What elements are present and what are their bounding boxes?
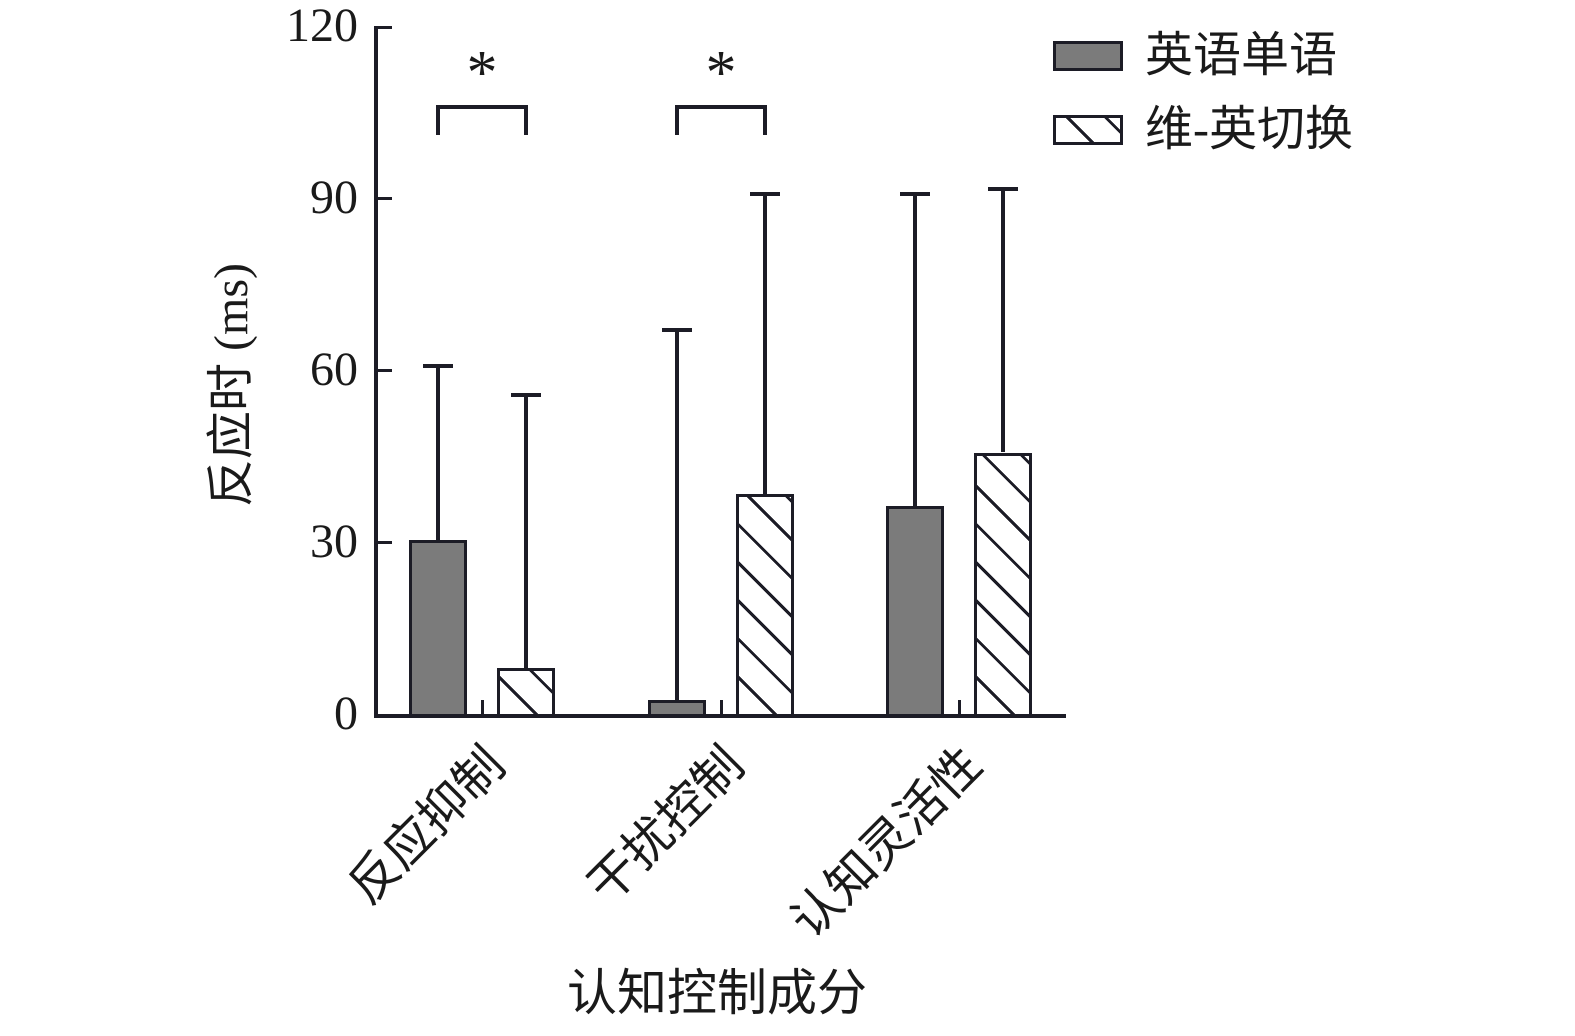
error-cap (511, 393, 541, 397)
bar-英语单语-认知灵活性 (886, 506, 944, 718)
x-tick-mark (481, 700, 484, 714)
y-tick-mark (378, 26, 392, 29)
legend: 英语单语 维-英切换 (1053, 30, 1353, 178)
significance-bracket (675, 105, 767, 135)
x-axis-title: 认知控制成分 (567, 965, 867, 1021)
y-axis-line (374, 26, 378, 718)
y-tick-label: 90 (310, 171, 358, 224)
legend-label-uyghur-english-switch: 维-英切换 (1145, 103, 1353, 156)
error-cap (423, 364, 453, 368)
error-whisker (436, 364, 440, 540)
y-tick-mark (378, 369, 392, 372)
y-tick-mark (378, 197, 392, 200)
error-whisker (675, 328, 679, 700)
bar-英语单语-反应抑制 (409, 540, 467, 718)
x-axis-line (374, 714, 1066, 718)
legend-item-english-monolingual: 英语单语 (1053, 30, 1353, 82)
bar-维-英切换-反应抑制 (497, 668, 555, 718)
x-tick-label-干扰控制: 干扰控制 (576, 736, 755, 915)
bar-维-英切换-干扰控制 (736, 494, 794, 718)
y-tick-label: 30 (310, 515, 358, 568)
error-cap (988, 187, 1018, 191)
y-axis-title: 反应时 (ms) (205, 263, 258, 507)
error-whisker (763, 192, 767, 494)
solid-gray-swatch-icon (1053, 41, 1123, 71)
y-tick-label: 120 (286, 0, 358, 52)
error-whisker (1001, 187, 1005, 452)
y-tick-label: 60 (310, 343, 358, 396)
error-cap (900, 192, 930, 196)
error-cap (750, 192, 780, 196)
hatched-swatch-icon (1053, 115, 1123, 145)
significance-star: * (466, 39, 498, 107)
legend-item-uyghur-english-switch: 维-英切换 (1053, 104, 1353, 156)
legend-label-english-monolingual: 英语单语 (1145, 29, 1338, 82)
significance-bracket (436, 105, 528, 135)
error-cap (662, 328, 692, 332)
x-tick-label-认知灵活性: 认知灵活性 (780, 736, 993, 949)
x-tick-mark (720, 700, 723, 714)
y-tick-label: 0 (334, 687, 358, 740)
significance-star: * (705, 39, 737, 107)
x-tick-label-反应抑制: 反应抑制 (337, 736, 516, 915)
bar-维-英切换-认知灵活性 (974, 453, 1032, 718)
x-tick-mark (958, 700, 961, 714)
error-whisker (913, 192, 917, 506)
error-whisker (524, 393, 528, 668)
y-tick-mark (378, 541, 392, 544)
